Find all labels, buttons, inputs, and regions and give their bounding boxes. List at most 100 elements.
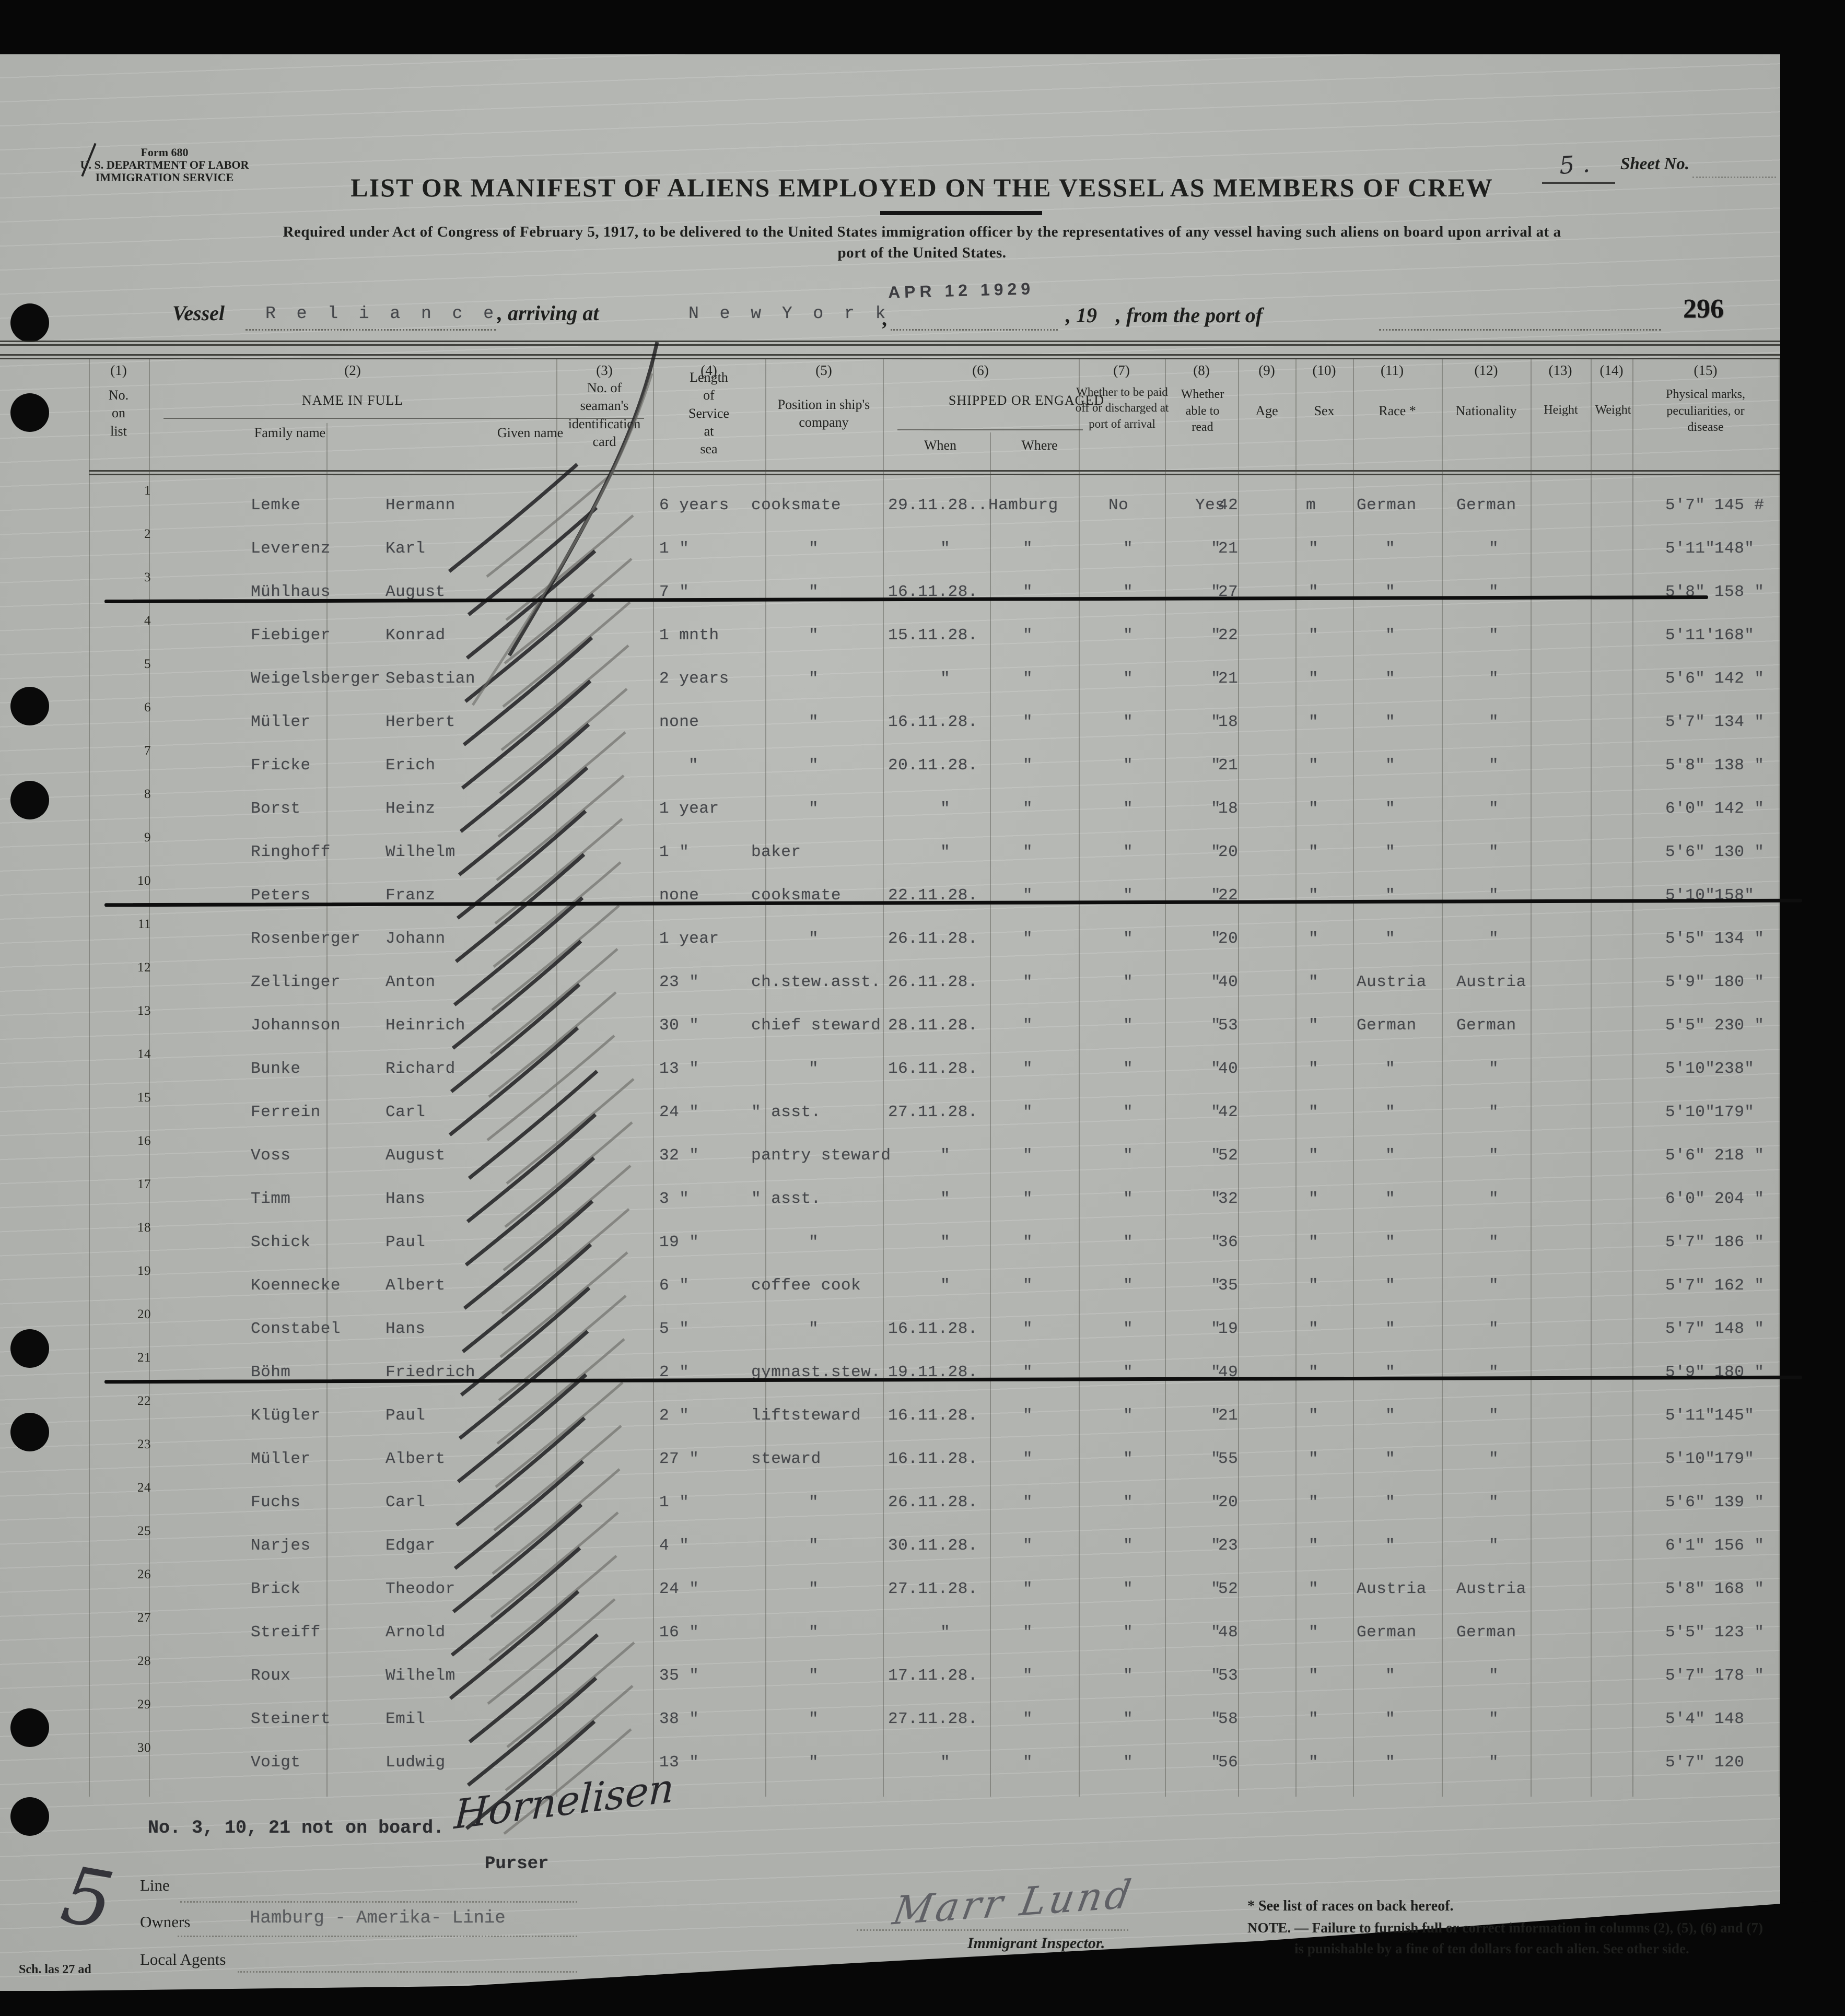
table-row: 11 Rosenberger Johann 1 year " 26.11.28. " " " 20… — [89, 915, 1780, 958]
agents-dotted — [238, 1971, 577, 1973]
cell-paid: " — [1123, 1276, 1134, 1295]
cell-read: " — [1211, 930, 1221, 948]
table-row: 20 Constabel Hans 5 " " 16.11.28. " " " 19 " " " 5'7"… — [89, 1305, 1780, 1349]
table-row: 7 Fricke Erich " " 20.11.28. " " " 21 " " " 5'8" 138 " — [89, 742, 1780, 785]
cell-num: 10 — [137, 874, 151, 888]
cell-read: " — [1211, 1146, 1221, 1165]
cell-when: 26.11.28. — [888, 930, 978, 948]
cell-num: 14 — [137, 1047, 151, 1061]
cell-given: Heinz — [386, 800, 436, 818]
cell-weight: 218 " — [1714, 1146, 1765, 1165]
cell-height: 5'7" — [1665, 496, 1706, 514]
cell-family: Johannson — [251, 1016, 341, 1035]
cell-weight: 138 " — [1714, 756, 1765, 775]
cell-given: Theodor — [386, 1580, 456, 1598]
cell-sex: m — [1306, 496, 1316, 514]
cell-paid: " — [1123, 800, 1134, 818]
table-row: 25 Narjes Edgar 4 " " 30.11.28. " " " 23 " " " 6'1" 15… — [89, 1522, 1780, 1565]
column-number: (5) — [815, 362, 832, 378]
cell-where: " — [1023, 583, 1033, 601]
cell-family: Leverenz — [251, 540, 331, 558]
sheet-dotted-line — [1692, 177, 1776, 178]
cell-age: 42 — [1218, 1103, 1239, 1121]
cell-age: 32 — [1218, 1190, 1239, 1208]
cell-height: 5'10" — [1665, 1103, 1715, 1121]
cell-position: " — [809, 670, 819, 688]
port-dotted-line — [1379, 329, 1661, 331]
cell-race: German — [1357, 1623, 1417, 1642]
cell-race: " — [1385, 1406, 1396, 1425]
cell-when: 27.11.28. — [888, 1710, 978, 1728]
cell-family: Voss — [251, 1146, 291, 1165]
cell-num: 9 — [144, 830, 151, 845]
cell-position: " — [809, 800, 819, 818]
cell-when: " — [940, 1276, 951, 1295]
cell-nat: " — [1489, 1146, 1499, 1165]
cell-paid: " — [1123, 1016, 1134, 1035]
film-edge-top — [0, 0, 1845, 54]
line-dotted — [180, 1901, 577, 1903]
cell-sex: " — [1309, 1016, 1319, 1035]
cell-where: " — [1023, 886, 1033, 905]
cell-weight: 148" — [1714, 540, 1755, 558]
cell-service: 35 " — [659, 1667, 699, 1685]
cell-position: chief steward — [751, 1016, 881, 1035]
cell-paid: " — [1123, 1710, 1134, 1728]
col-header-nationality: Nationality — [1455, 403, 1517, 418]
col-header-marks: Physical marks, peculiarities, or diseas… — [1666, 388, 1745, 435]
cell-age: 52 — [1218, 1146, 1239, 1165]
cell-family: Ferrein — [251, 1103, 321, 1121]
cell-family: Steinert — [251, 1710, 331, 1728]
cell-num: 18 — [137, 1221, 151, 1235]
cell-race: " — [1385, 1667, 1396, 1685]
plate-mark: Sch. las 27 ad — [19, 1963, 91, 1976]
cell-when: 16.11.28. — [888, 1450, 978, 1468]
cell-nat: " — [1489, 1276, 1499, 1295]
cell-height: 6'0" — [1665, 800, 1706, 818]
gridline — [1353, 359, 1354, 1797]
cell-height: 5'6" — [1665, 670, 1706, 688]
cell-num: 17 — [137, 1177, 151, 1191]
film-edge-right — [1780, 0, 1845, 2016]
cell-paid: " — [1123, 1537, 1134, 1555]
cell-read: " — [1211, 1276, 1221, 1295]
cell-height: 5'7" — [1665, 1753, 1706, 1772]
column-number: (12) — [1474, 362, 1498, 378]
shipped-underline — [897, 429, 1083, 430]
cell-position: " — [809, 626, 819, 644]
cell-nat: " — [1489, 540, 1499, 558]
cell-given: Karl — [386, 540, 426, 558]
cell-paid: " — [1123, 1320, 1134, 1338]
cell-num: 8 — [144, 787, 151, 801]
cell-read: " — [1211, 1016, 1221, 1035]
cell-when: 27.11.28. — [888, 1580, 978, 1598]
department-label: U. S. DEPARTMENT OF LABOR — [80, 158, 249, 172]
cell-weight: 134 " — [1714, 930, 1765, 948]
cell-where: " — [1023, 1580, 1033, 1598]
gridline — [883, 359, 884, 1797]
col-header-name: NAME IN FULL — [302, 393, 403, 408]
gridline — [653, 359, 654, 1797]
cell-num: 21 — [137, 1351, 151, 1365]
cell-sex: " — [1309, 756, 1319, 775]
cell-service: 24 " — [659, 1580, 699, 1598]
cell-weight: 145 # — [1714, 496, 1765, 514]
cell-service: 1 year — [659, 800, 719, 818]
cell-age: 35 — [1218, 1276, 1239, 1295]
cell-height: 5'4" — [1665, 1710, 1706, 1728]
cell-age: 18 — [1218, 713, 1239, 731]
races-footnote: * See list of races on back hereof. — [1247, 1898, 1454, 1914]
cell-num: 2 — [144, 527, 151, 541]
table-row: 12 Zellinger Anton 23 " ch.stew.asst. 26.11.2… — [89, 958, 1780, 1002]
cell-race: German — [1357, 1016, 1417, 1035]
cell-position: steward — [751, 1450, 821, 1468]
cell-where: " — [1023, 1190, 1033, 1208]
table-row: 16 Voss August 32 " pantry steward " " " " 52 " " " 5… — [89, 1132, 1780, 1175]
cell-position: cooksmate — [751, 496, 841, 514]
table-row: 1 Lemke Hermann 6 years cooksmate 29.11.28.. H… — [89, 482, 1780, 525]
col-header-shipped: SHIPPED OR ENGAGED — [948, 393, 1105, 408]
column-number: (10) — [1312, 362, 1336, 378]
cell-weight: 139 " — [1714, 1493, 1765, 1511]
cell-race: " — [1385, 1450, 1396, 1468]
cell-sex: " — [1309, 1103, 1319, 1121]
